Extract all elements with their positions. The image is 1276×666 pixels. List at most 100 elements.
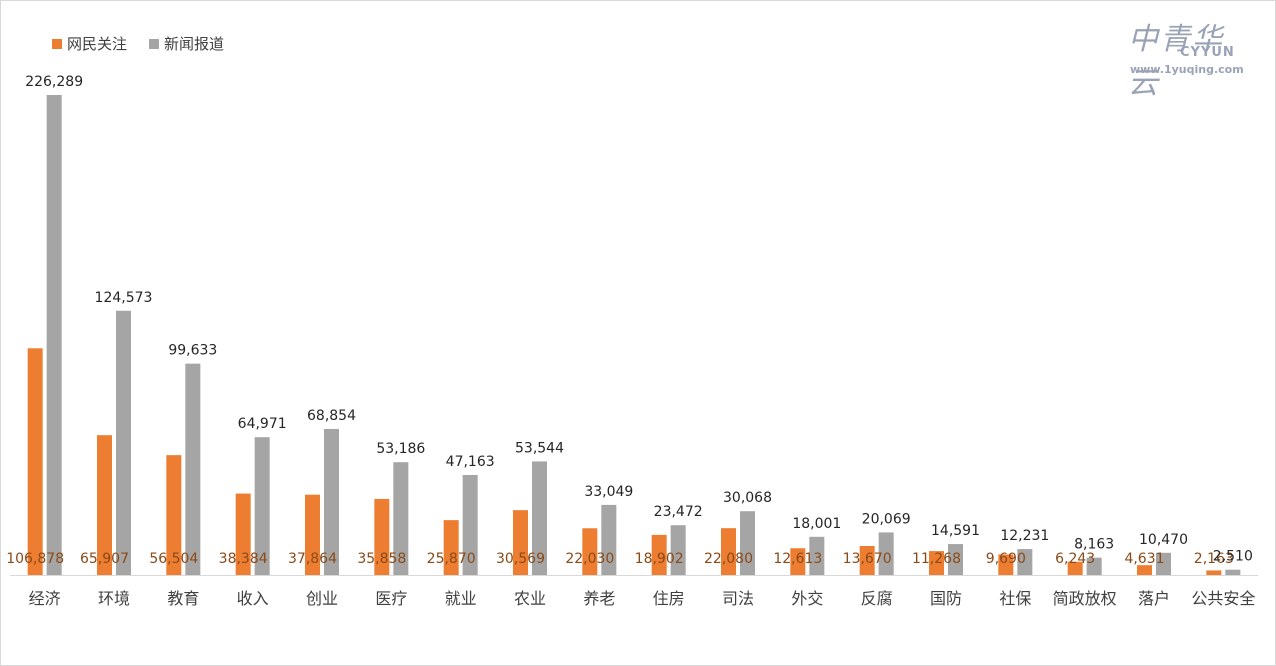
bar-series2 bbox=[670, 525, 686, 575]
category-label: 外交 bbox=[791, 589, 823, 608]
data-label-series1: 22,080 bbox=[704, 551, 753, 567]
bar-series1 bbox=[1206, 570, 1222, 575]
bar-series1 bbox=[721, 528, 736, 575]
bar-series1 bbox=[1137, 565, 1152, 575]
data-label-series1: 25,870 bbox=[427, 551, 476, 567]
data-label-series2: 30,068 bbox=[723, 490, 772, 506]
data-label-series2: 20,069 bbox=[862, 511, 911, 527]
data-label-series2: 99,633 bbox=[168, 343, 217, 359]
bar-series2 bbox=[1156, 552, 1171, 575]
data-label-series2: 10,470 bbox=[1139, 532, 1188, 548]
bar-series2 bbox=[740, 511, 755, 575]
category-label: 就业 bbox=[445, 589, 477, 608]
bar-series1 bbox=[998, 554, 1014, 575]
bar-series2 bbox=[254, 437, 270, 575]
bar-series2 bbox=[809, 536, 825, 575]
data-label-series2: 64,971 bbox=[238, 416, 287, 432]
category-label: 落户 bbox=[1138, 589, 1170, 608]
category-label: 反腐 bbox=[861, 589, 893, 608]
category-label: 国防 bbox=[930, 589, 962, 608]
bar-series1 bbox=[929, 551, 944, 575]
data-label-series2: 8,163 bbox=[1074, 537, 1114, 553]
bar-series2 bbox=[948, 544, 963, 575]
data-label-series1: 56,504 bbox=[149, 551, 198, 567]
data-label-series2: 18,001 bbox=[792, 516, 841, 532]
logo-en: CYYUN bbox=[1180, 45, 1235, 60]
logo-cn: 中青华云 bbox=[1128, 22, 1224, 101]
data-label-series1: 65,907 bbox=[80, 551, 129, 567]
category-label: 养老 bbox=[583, 589, 615, 608]
data-label-series1: 18,902 bbox=[635, 551, 684, 567]
bar-series2 bbox=[532, 461, 547, 575]
data-label-series1: 13,670 bbox=[843, 551, 892, 567]
category-label: 公共安全 bbox=[1191, 589, 1255, 608]
category-label: 社保 bbox=[999, 589, 1031, 608]
bar-series1 bbox=[651, 534, 667, 575]
category-label: 教育 bbox=[167, 589, 199, 608]
data-label-series1: 11,268 bbox=[912, 551, 961, 567]
logo-url: www.1yuqing.com bbox=[1130, 63, 1244, 76]
legend-swatch-series2 bbox=[149, 38, 160, 49]
bar-series1 bbox=[235, 493, 251, 575]
data-label-series1: 6,243 bbox=[1055, 551, 1095, 567]
bar-series2 bbox=[1086, 557, 1102, 575]
data-label-series1: 22,030 bbox=[565, 551, 614, 567]
data-label-series2: 23,472 bbox=[654, 504, 703, 520]
data-label-series1: 9,690 bbox=[986, 551, 1026, 567]
data-label-series2: 53,544 bbox=[515, 440, 564, 456]
bar-series2 bbox=[601, 504, 617, 575]
legend-swatch-series1 bbox=[52, 38, 62, 49]
data-label-series2: 2,510 bbox=[1213, 549, 1253, 565]
legend-label-series1: 网民关注 bbox=[67, 35, 128, 53]
data-label-series2: 53,186 bbox=[376, 441, 425, 457]
bar-series1 bbox=[97, 435, 112, 575]
legend-label-series2: 新闻报道 bbox=[164, 35, 225, 53]
bar-series2 bbox=[393, 462, 409, 575]
bar-series2 bbox=[462, 474, 478, 575]
bar-series1 bbox=[1067, 561, 1083, 575]
data-label-series1: 12,613 bbox=[773, 551, 822, 567]
data-label-series2: 68,854 bbox=[307, 408, 356, 424]
bar-series1 bbox=[443, 520, 459, 575]
bar-series2 bbox=[1017, 549, 1033, 575]
data-label-series2: 14,591 bbox=[931, 523, 980, 539]
category-label: 农业 bbox=[514, 589, 546, 608]
bar-series2 bbox=[46, 95, 62, 575]
bar-series1 bbox=[513, 510, 528, 575]
data-label-series2: 12,231 bbox=[1000, 528, 1049, 544]
legend-item-series1: 网民关注 bbox=[52, 33, 127, 54]
data-label-series2: 226,289 bbox=[25, 74, 83, 90]
data-label-series1: 106,878 bbox=[6, 551, 64, 567]
bar-series1 bbox=[859, 546, 875, 575]
bar-series1 bbox=[166, 455, 182, 575]
data-label-series2: 47,163 bbox=[446, 454, 495, 470]
bar-series1 bbox=[374, 498, 390, 575]
bar-series2 bbox=[185, 363, 201, 575]
data-label-series1: 4,631 bbox=[1124, 551, 1164, 567]
bar-series1 bbox=[305, 494, 320, 575]
legend-item-series2: 新闻报道 bbox=[149, 33, 224, 54]
data-label-series1: 30,569 bbox=[496, 551, 545, 567]
bar-series1 bbox=[27, 348, 43, 575]
bar-series1 bbox=[790, 548, 806, 575]
chart-legend: 网民关注 新闻报道 bbox=[52, 33, 224, 54]
bar-series2 bbox=[878, 532, 894, 575]
bar-series2 bbox=[116, 310, 131, 575]
category-label: 医疗 bbox=[375, 589, 407, 608]
data-label-series1: 35,858 bbox=[357, 551, 406, 567]
data-label-series1: 38,384 bbox=[219, 551, 268, 567]
category-label: 简政放权 bbox=[1053, 589, 1117, 608]
category-label: 收入 bbox=[237, 589, 269, 608]
category-label: 司法 bbox=[722, 589, 754, 608]
logo: 中青华云 CYYUN www.1yuqing.com bbox=[1128, 14, 1246, 101]
bar-series2 bbox=[1225, 569, 1241, 575]
bar-series2 bbox=[324, 428, 339, 575]
bar-series1 bbox=[582, 528, 598, 575]
category-label: 创业 bbox=[306, 589, 338, 608]
category-label: 住房 bbox=[653, 589, 685, 608]
category-label: 经济 bbox=[29, 589, 61, 608]
data-label-series2: 33,049 bbox=[584, 484, 633, 500]
data-label-series1: 37,864 bbox=[288, 551, 337, 567]
